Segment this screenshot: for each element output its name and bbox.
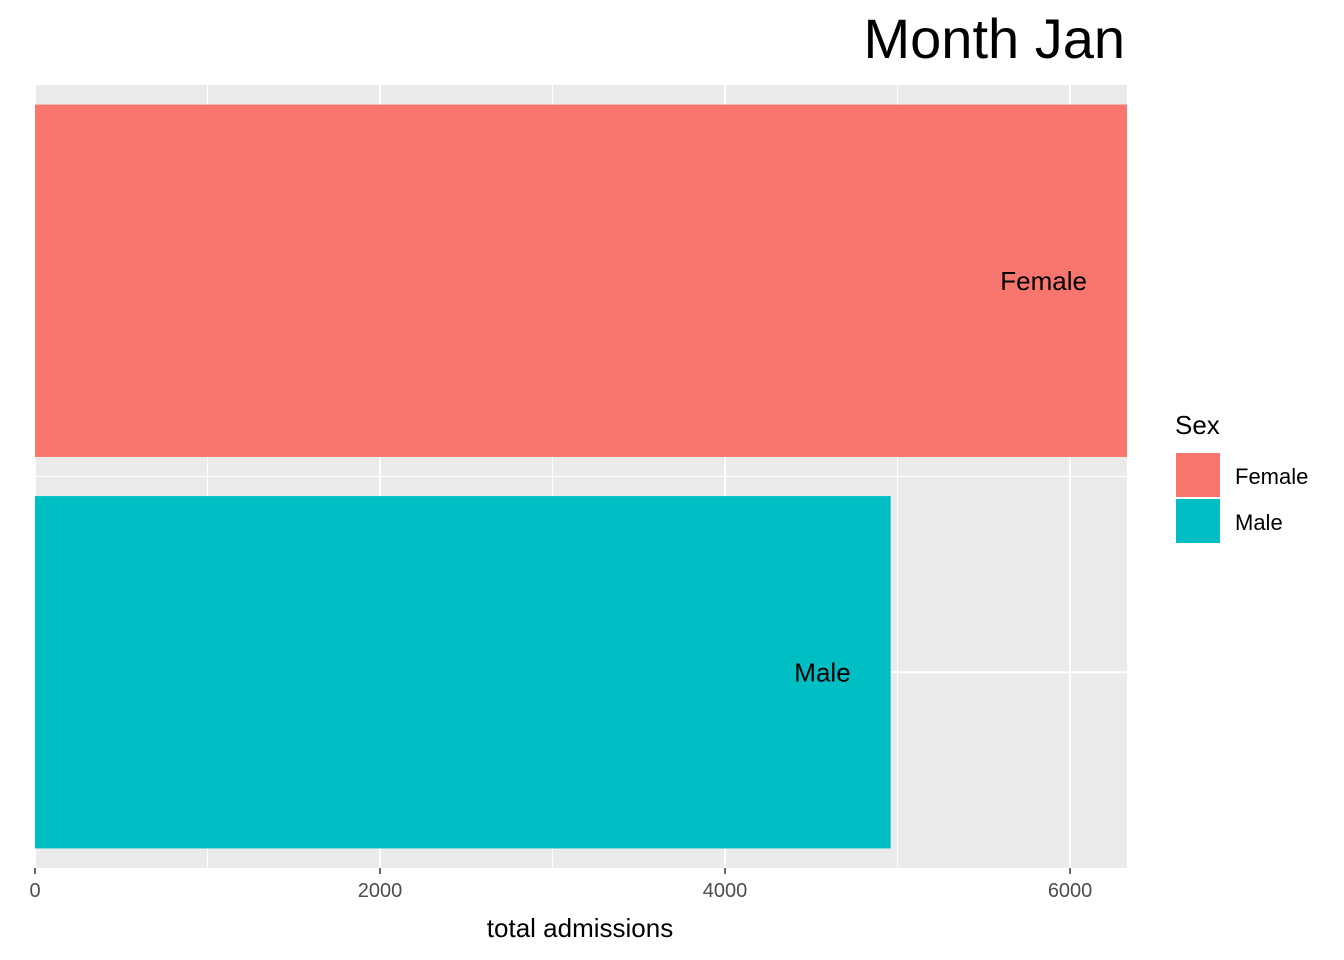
legend-title: Sex bbox=[1175, 410, 1220, 440]
x-tick-label: 2000 bbox=[358, 880, 403, 902]
bar-male bbox=[35, 496, 891, 849]
legend-key-female bbox=[1176, 453, 1220, 497]
x-tick-label: 6000 bbox=[1048, 880, 1093, 902]
legend-label-female: Female bbox=[1235, 464, 1308, 489]
legend-key-male bbox=[1176, 499, 1220, 543]
bar-label-male: Male bbox=[794, 657, 850, 687]
x-tick-label: 4000 bbox=[703, 880, 748, 902]
bar-label-female: Female bbox=[1000, 266, 1087, 296]
chart-title: Month Jan bbox=[864, 7, 1126, 70]
bar-female bbox=[35, 104, 1127, 457]
legend: Sex Female Male bbox=[1175, 410, 1308, 543]
legend-label-male: Male bbox=[1235, 510, 1283, 535]
x-axis-title: total admissions bbox=[487, 913, 673, 943]
x-tick-label: 0 bbox=[29, 880, 40, 902]
